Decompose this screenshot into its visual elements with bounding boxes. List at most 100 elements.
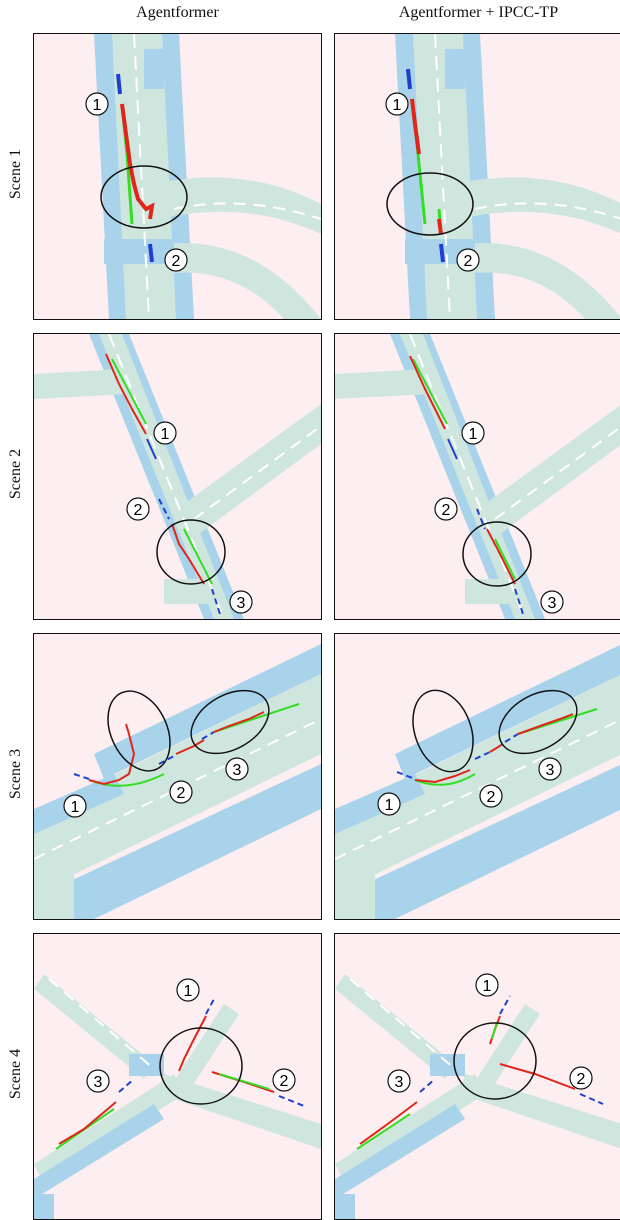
highlight-ellipse xyxy=(159,1027,243,1105)
scene-3-ipcc-tp-map: 1 2 3 xyxy=(335,644,620,919)
agent-marker-3: 3 xyxy=(229,590,253,614)
agent-marker-2: 2 xyxy=(272,1068,296,1092)
scene-1-agentformer-map: 1 2 xyxy=(85,34,321,319)
scene-2-ipcc-tp-panel: 1 2 3 xyxy=(334,333,620,620)
agent-3-prediction xyxy=(517,713,574,735)
agent-3-history xyxy=(201,731,215,740)
agent-1-history xyxy=(406,68,412,90)
agent-3-prediction xyxy=(213,711,265,733)
svg-text:1: 1 xyxy=(161,426,170,443)
svg-text:3: 3 xyxy=(395,1074,404,1091)
road-network xyxy=(34,334,321,619)
agent-2-history xyxy=(278,1095,305,1107)
svg-text:2: 2 xyxy=(487,789,496,806)
agent-marker-2: 2 xyxy=(126,497,150,521)
agent-2-history xyxy=(439,243,445,263)
svg-text:3: 3 xyxy=(237,595,246,612)
scene-3-agentformer-panel: 1 2 3 xyxy=(33,633,322,920)
svg-text:2: 2 xyxy=(464,253,473,270)
agent-1-ground-truth xyxy=(412,358,448,425)
agent-1-history xyxy=(73,773,90,780)
agent-1-prediction xyxy=(414,769,471,784)
agent-1-ground-truth xyxy=(491,1021,498,1040)
agent-1-prediction xyxy=(410,98,421,155)
agent-3-history xyxy=(211,588,221,615)
svg-text:2: 2 xyxy=(134,502,143,519)
highlight-ellipse-left xyxy=(412,689,474,773)
agent-marker-3: 3 xyxy=(387,1069,411,1093)
svg-text:2: 2 xyxy=(177,785,186,802)
agent-marker-1: 1 xyxy=(377,792,401,816)
agent-3-history xyxy=(118,1078,135,1093)
agent-marker-1: 1 xyxy=(475,973,499,997)
highlight-ellipse xyxy=(462,521,532,587)
svg-text:3: 3 xyxy=(546,762,555,779)
scene-2-ipcc-tp-map: 1 2 3 xyxy=(335,334,620,619)
agent-1-prediction xyxy=(88,723,136,786)
agent-2-history xyxy=(158,498,170,520)
svg-text:3: 3 xyxy=(548,595,557,612)
svg-text:1: 1 xyxy=(385,797,394,814)
svg-text:3: 3 xyxy=(233,762,242,779)
agent-3-prediction xyxy=(58,1101,117,1145)
column-title-agentformer-ipcc-tp: Agentformer + IPCC-TP xyxy=(398,4,559,21)
scene-label-1: Scene 1 xyxy=(7,148,24,200)
agent-3-history xyxy=(419,1078,436,1093)
agent-2-prediction xyxy=(437,218,443,235)
column-title-agentformer: Agentformer xyxy=(136,4,219,21)
agent-2-history xyxy=(476,508,486,530)
agent-1-history xyxy=(146,438,157,460)
highlight-ellipse xyxy=(386,172,474,236)
agent-marker-3: 3 xyxy=(540,590,564,614)
scene-4-ipcc-tp-panel: 1 2 3 xyxy=(334,933,620,1220)
highlight-ellipse xyxy=(156,519,226,585)
scene-1-ipcc-tp-panel: 1 2 xyxy=(334,33,620,320)
agent-2-history xyxy=(158,755,175,765)
agent-marker-2: 2 xyxy=(169,780,193,804)
agent-2-history xyxy=(474,751,491,760)
agent-1-history xyxy=(447,438,458,460)
scene-1-agentformer-panel: 1 2 xyxy=(33,33,322,320)
highlight-ellipse-right xyxy=(190,689,270,755)
highlight-ellipse-left xyxy=(107,690,171,772)
agent-marker-2: 2 xyxy=(479,784,503,808)
agent-marker-1: 1 xyxy=(461,421,485,445)
scene-3-agentformer-map: 1 2 3 xyxy=(34,644,321,919)
agent-2-prediction xyxy=(175,739,205,755)
agent-marker-2: 2 xyxy=(434,497,458,521)
svg-text:1: 1 xyxy=(93,97,102,114)
scene-2-agentformer-panel: 1 2 3 xyxy=(33,333,322,620)
agent-2-history xyxy=(148,243,154,263)
agent-1-prediction xyxy=(120,103,155,220)
highlight-ellipse xyxy=(100,165,188,229)
road-network xyxy=(335,334,620,619)
svg-text:1: 1 xyxy=(393,97,402,114)
agent-marker-3: 3 xyxy=(538,757,562,781)
svg-text:1: 1 xyxy=(184,983,193,1000)
agent-2-prediction xyxy=(499,1063,576,1090)
agent-1-history xyxy=(205,998,215,1015)
road-network xyxy=(34,644,321,919)
scene-label-2: Scene 2 xyxy=(7,448,24,500)
svg-text:2: 2 xyxy=(442,502,451,519)
highlight-ellipse-right xyxy=(498,689,578,755)
agent-marker-1: 1 xyxy=(153,421,177,445)
agent-marker-1: 1 xyxy=(385,92,409,116)
agent-1-history xyxy=(499,995,511,1015)
agent-3-prediction xyxy=(359,1101,418,1145)
agent-3-ground-truth xyxy=(494,538,516,580)
agent-2-ground-truth xyxy=(218,1073,270,1090)
svg-text:1: 1 xyxy=(483,978,492,995)
agent-marker-2: 2 xyxy=(164,248,188,272)
agent-marker-3: 3 xyxy=(225,757,249,781)
agent-1-prediction xyxy=(409,355,446,430)
agent-3-ground-truth xyxy=(356,1113,411,1150)
agent-3-history xyxy=(504,733,519,743)
svg-text:2: 2 xyxy=(172,253,181,270)
agent-3-history xyxy=(514,588,524,615)
agent-2-history xyxy=(579,1093,604,1105)
svg-text:2: 2 xyxy=(280,1073,289,1090)
agent-1-history xyxy=(396,771,416,780)
agent-3-ground-truth xyxy=(183,528,213,585)
svg-text:1: 1 xyxy=(469,426,478,443)
